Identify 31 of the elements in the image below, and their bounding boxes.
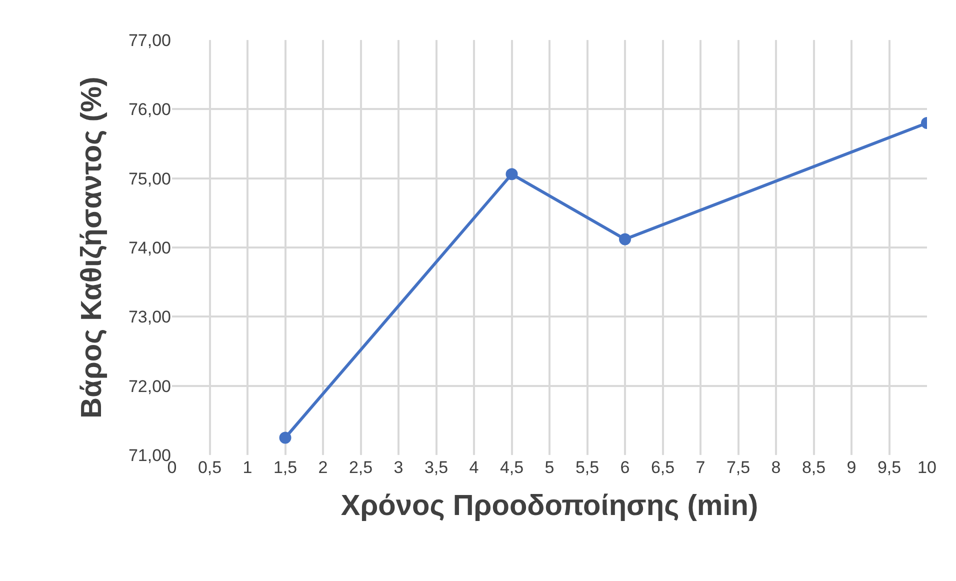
x-tick-label: 2,5: [348, 458, 373, 477]
point: [619, 233, 631, 246]
x-tick-label: 1: [242, 458, 252, 477]
x-tick-label: 0,5: [198, 458, 222, 477]
x-axis-title: Χρόνος Προοδοποίησης (min): [340, 490, 758, 522]
y-tick-label: 76,00: [128, 100, 171, 120]
x-tick-label: 8: [771, 458, 781, 477]
y-axis-title: Βάρος Καθιζήσαντος (%): [76, 76, 108, 418]
x-tick-label: 10: [918, 458, 936, 477]
point: [279, 432, 292, 444]
x-tick-label: 3,5: [424, 458, 448, 477]
x-tick-label: 9: [846, 458, 856, 477]
point: [506, 168, 518, 180]
x-tick-label: 1,5: [273, 458, 298, 477]
x-tick-label: 8,5: [802, 458, 826, 477]
x-tick-label: 3: [394, 458, 404, 477]
x-tick-label: 2: [318, 458, 328, 477]
y-tick-label: 74,00: [128, 238, 171, 258]
x-tick-label: 5,5: [575, 458, 600, 477]
x-tick-label: 7,5: [726, 458, 750, 477]
x-tick-label: 4: [469, 458, 479, 477]
x-tick-label: 7: [696, 458, 706, 477]
x-tick-label: 9,5: [877, 458, 902, 477]
y-tick-label: 77,00: [128, 30, 171, 50]
x-tick-label: 4,5: [500, 458, 524, 477]
y-tick-label: 75,00: [128, 169, 171, 188]
y-tick-label: 72,00: [128, 376, 171, 396]
x-tick-label: 6: [620, 458, 630, 477]
x-tick-label: 5: [544, 458, 554, 477]
y-tick-label: 73,00: [128, 308, 171, 327]
x-tick-label: 6,5: [650, 458, 675, 477]
